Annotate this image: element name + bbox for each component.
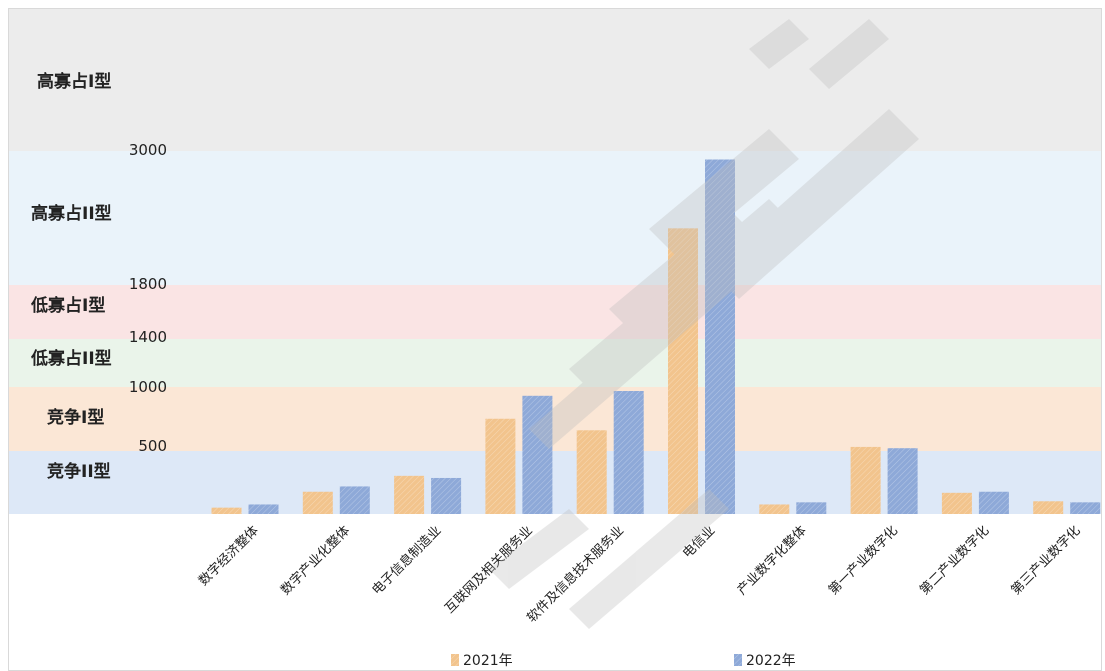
bar-2022-1 — [248, 504, 279, 514]
category-label: 数字经济整体 — [196, 523, 262, 589]
bar-2022-7 — [796, 502, 827, 514]
bar-2022-6 — [705, 159, 735, 514]
bar-2021-1 — [211, 507, 242, 514]
band-label-4: 低寡占II型 — [30, 348, 112, 369]
category-label: 互联网及相关服务业 — [442, 523, 536, 617]
bar-2021-7 — [759, 504, 790, 514]
bar-2021-10 — [1033, 501, 1064, 514]
band-4 — [9, 339, 1101, 387]
bar-2022-10 — [1070, 502, 1101, 514]
y-tick-label: 3000 — [129, 141, 167, 159]
legend-item-2022: 2022年 — [734, 653, 796, 669]
bar-2021-4 — [485, 418, 516, 514]
band-1 — [9, 9, 1101, 151]
y-tick-label: 1000 — [129, 378, 167, 396]
band-label-5: 竞争I型 — [47, 407, 104, 428]
band-label-6: 竞争II型 — [47, 461, 111, 482]
bar-2022-9 — [978, 491, 1009, 514]
bar-2021-8 — [850, 446, 881, 514]
legend-label: 2021年 — [463, 653, 513, 669]
bar-2021-3 — [394, 475, 425, 514]
y-tick-label: 500 — [138, 437, 167, 455]
bar-2022-8 — [887, 448, 918, 514]
legend-item-2021: 2021年 — [451, 653, 513, 669]
category-label: 电信业 — [680, 523, 718, 561]
bar-2022-3 — [431, 477, 462, 514]
band-3 — [9, 285, 1101, 339]
chart-frame: 高寡占I型高寡占II型 低寡占I型低寡占II型竞争I型竞争II型 3000 1800 1… — [8, 8, 1102, 671]
category-label: 第一产业数字化 — [826, 523, 901, 598]
bar-2021-6 — [668, 228, 698, 515]
bar-2021-5 — [576, 430, 607, 514]
band-label-2: 高寡占II型 — [31, 203, 112, 224]
bar-2021-2 — [302, 491, 333, 514]
bar-2022-4 — [522, 395, 553, 514]
band-2 — [9, 151, 1101, 285]
legend-swatch — [451, 654, 459, 666]
category-label: 产业数字化整体 — [735, 523, 810, 598]
category-label: 软件及信息技术服务业 — [524, 523, 627, 626]
band-label-3: 低寡占I型 — [30, 295, 105, 316]
bar-2022-5 — [613, 391, 644, 514]
band-6 — [9, 451, 1101, 514]
bar-2022-2 — [339, 486, 370, 514]
band-5 — [9, 387, 1101, 451]
category-label: 第三产业数字化 — [1009, 523, 1084, 598]
y-tick-label: 1400 — [129, 328, 167, 346]
category-label: 数字产业化整体 — [278, 523, 353, 598]
category-label: 电子信息制造业 — [369, 523, 445, 599]
y-tick-label: 1800 — [129, 275, 167, 293]
bar-2021-9 — [941, 492, 972, 514]
band-label-1: 高寡占I型 — [37, 71, 111, 92]
category-label: 第二产业数字化 — [917, 523, 992, 598]
legend-label: 2022年 — [746, 653, 796, 669]
legend-swatch — [734, 654, 742, 666]
